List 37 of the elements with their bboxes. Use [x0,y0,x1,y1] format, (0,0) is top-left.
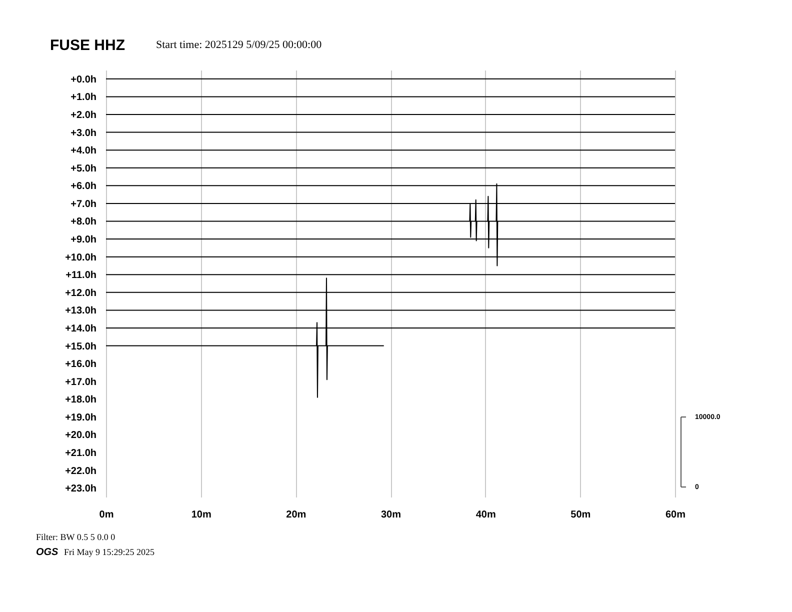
y-tick-label: +3.0h [70,128,96,139]
y-tick-label: +2.0h [70,110,96,121]
y-tick-label: +4.0h [70,146,96,157]
text: Fri May 9 15:29:25 2025 [64,547,155,557]
y-tick-label: +7.0h [70,198,96,210]
y-tick-label: +19.0h [65,412,96,424]
x-tick-label: 0m [99,510,114,520]
y-tick-label: +18.0h [65,394,96,406]
x-tick-label: 30m [380,510,402,520]
chart-subtitle: Start time: 2025129 5/09/25 00:00:00 [156,39,322,51]
text: Filter: BW 0.5 5 0.0 0 [36,532,116,542]
y-tick-label: +16.0h [65,359,96,370]
y-tick-label: +1.0h [70,92,96,104]
y-tick-label: +6.0h [70,181,96,192]
y-tick-label: +12.0h [65,288,96,299]
y-tick-label: +14.0h [65,323,96,334]
x-tick-label: 60m [665,510,686,520]
y-tick-label: +23.0h [65,484,96,495]
y-tick-label: +5.0h [70,163,96,174]
x-tick-label: 50m [570,510,591,520]
y-tick-label: +9.0h [70,234,96,246]
y-tick-label: +15.0h [65,341,96,352]
y-tick-label: +11.0h [66,270,96,282]
x-tick-label: 20m [286,510,306,520]
y-tick-label: +20.0h [65,430,96,442]
y-tick-label: +17.0h [65,376,96,388]
y-tick-label: +21.0h [65,448,96,460]
chart-title: FUSE HHZ [50,37,125,54]
text: OGS [36,547,59,558]
y-tick-label: +10.0h [65,252,96,264]
x-tick-label: 40m [476,510,496,520]
line-series [106,183,675,266]
y-tick-label: +0.0h [70,74,96,86]
y-tick-label: +13.0h [65,306,96,317]
y-tick-label: +8.0h [70,216,96,228]
y-tick-label: +22.0h [65,466,96,477]
x-tick-label: 10m [191,510,212,520]
